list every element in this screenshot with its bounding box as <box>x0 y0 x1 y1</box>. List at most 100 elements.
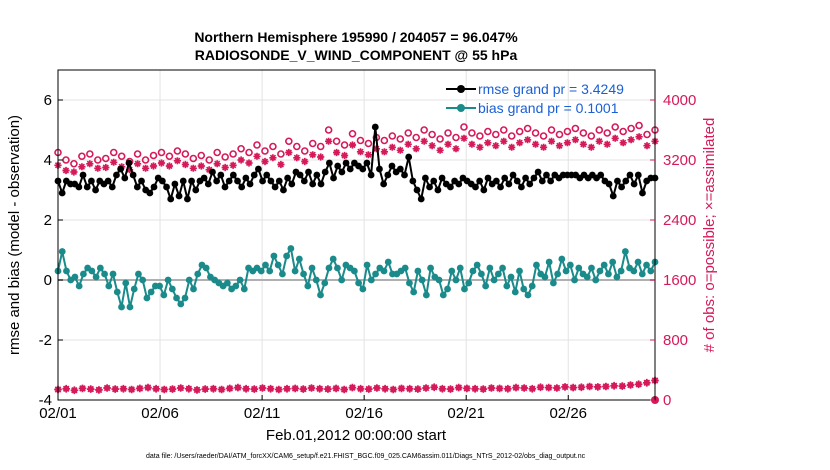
bias-point-33 <box>194 270 202 278</box>
obs-possible-point-15 <box>173 147 182 155</box>
obs-assimilated-point-10 <box>134 160 142 168</box>
obs-assimilated-point-16 <box>181 160 189 169</box>
obs-bottom-star-43 <box>405 384 414 393</box>
obs-bottom-star-26 <box>266 384 275 393</box>
obs-bottom-star-55 <box>504 384 512 393</box>
obs-possible-point-68 <box>595 126 604 134</box>
bias-point-117 <box>549 279 557 287</box>
bias-point-132 <box>613 273 621 281</box>
rmse-point-15 <box>117 165 125 173</box>
obs-bottom-star-71 <box>634 380 643 389</box>
obs-assimilated-point-49 <box>444 140 452 148</box>
rmse-point-109 <box>509 171 517 179</box>
obs-possible-point-27 <box>269 142 277 151</box>
bias-point-67 <box>338 276 346 284</box>
bias-point-102 <box>486 264 494 272</box>
obs-bottom-star-53 <box>487 384 496 392</box>
bias-point-26 <box>164 276 172 284</box>
bias-point-66 <box>334 264 341 272</box>
obs-assimilated-point-72 <box>627 136 635 144</box>
obs-assimilated-point-30 <box>293 154 301 162</box>
obs-possible-point-23 <box>237 144 245 153</box>
obs-bottom-star-52 <box>479 385 488 393</box>
obs-assimilated-point-13 <box>157 159 166 167</box>
bias-point-42 <box>232 282 240 290</box>
bias-point-30 <box>181 294 189 302</box>
y-right-tick-label-0: 0 <box>663 392 671 409</box>
rmse-point-92 <box>438 174 446 182</box>
bias-point-119 <box>558 255 566 263</box>
obs-bottom-star-28 <box>283 384 291 393</box>
obs-bottom-star-45 <box>422 384 430 392</box>
obs-possible-point-60 <box>531 129 540 137</box>
obs-possible-point-6 <box>101 154 110 163</box>
bias-point-74 <box>367 276 375 284</box>
bias-point-19 <box>135 270 142 278</box>
rmse-point-137 <box>626 171 634 179</box>
obs-assimilated-point-33 <box>317 153 325 161</box>
rmse-point-25 <box>158 177 166 185</box>
bias-point-22 <box>147 288 155 296</box>
bias-point-82 <box>401 264 409 272</box>
obs-assimilated-point-28 <box>277 160 285 169</box>
obs-possible-point-49 <box>444 129 452 137</box>
bias-point-53 <box>279 270 286 278</box>
bias-point-140 <box>647 267 655 275</box>
obs-possible-point-65 <box>571 124 580 133</box>
obs-possible-point-52 <box>468 129 476 137</box>
obs-bottom-star-1 <box>62 384 70 393</box>
obs-possible-point-57 <box>507 132 516 140</box>
obs-possible-point-41 <box>380 136 389 145</box>
bias-point-83 <box>406 279 413 287</box>
obs-possible-point-74 <box>643 130 651 139</box>
obs-assimilated-point-61 <box>540 143 548 151</box>
bias-point-127 <box>592 276 600 284</box>
obs-bottom-star-10 <box>136 384 144 393</box>
rmse-point-16 <box>121 174 129 182</box>
obs-bottom-star-18 <box>201 385 209 393</box>
bias-point-122 <box>571 276 578 284</box>
obs-assimilated-point-58 <box>516 139 524 147</box>
rmse-point-59 <box>300 177 308 185</box>
obs-possible-point-59 <box>523 124 532 133</box>
rmse-point-6 <box>79 171 87 179</box>
bias-point-106 <box>503 282 511 290</box>
obs-assimilated-point-18 <box>197 162 205 170</box>
footer-data-file: data file: /Users/raeder/DAI/ATM_forcXX/… <box>146 453 586 460</box>
rmse-point-112 <box>522 174 529 182</box>
bias-point-121 <box>566 261 574 269</box>
rmse-point-39 <box>217 171 225 179</box>
rmse-point-54 <box>280 186 287 194</box>
rmse-point-132 <box>605 180 613 188</box>
obs-bottom-star-51 <box>471 384 479 393</box>
obs-assimilated-point-44 <box>404 140 412 148</box>
obs-bottom-star-68 <box>610 381 618 390</box>
rmse-point-66 <box>330 174 337 182</box>
obs-possible-point-51 <box>460 123 468 131</box>
y-left-tick-label-3: 2 <box>44 212 52 229</box>
obs-assimilated-point-54 <box>484 139 492 147</box>
obs-possible-point-21 <box>221 153 229 161</box>
obs-assimilated-point-25 <box>253 152 261 160</box>
bias-point-54 <box>283 252 291 260</box>
bias-point-15 <box>118 303 125 311</box>
obs-assimilated-point-5 <box>94 164 102 172</box>
obs-possible-point-31 <box>300 147 309 155</box>
obs-possible-point-48 <box>436 135 444 143</box>
rmse-point-23 <box>150 183 158 191</box>
bias-point-85 <box>414 267 422 275</box>
legend-rmse-marker <box>457 85 465 93</box>
obs-assimilated-point-52 <box>468 140 476 148</box>
rmse-point-26 <box>163 183 170 191</box>
bias-point-49 <box>262 261 269 269</box>
obs-assimilated-point-51 <box>460 134 468 142</box>
obs-bottom-star-23 <box>242 384 250 393</box>
legend-rmse-label: rmse grand pr = 3.4249 <box>478 81 624 97</box>
bias-point-116 <box>545 258 553 266</box>
bias-point-27 <box>168 285 176 293</box>
obs-assimilated-point-43 <box>396 146 404 154</box>
bias-point-21 <box>143 294 151 302</box>
legend-bias-marker <box>457 104 465 112</box>
bias-point-72 <box>359 285 367 293</box>
obs-possible-point-33 <box>316 142 325 151</box>
